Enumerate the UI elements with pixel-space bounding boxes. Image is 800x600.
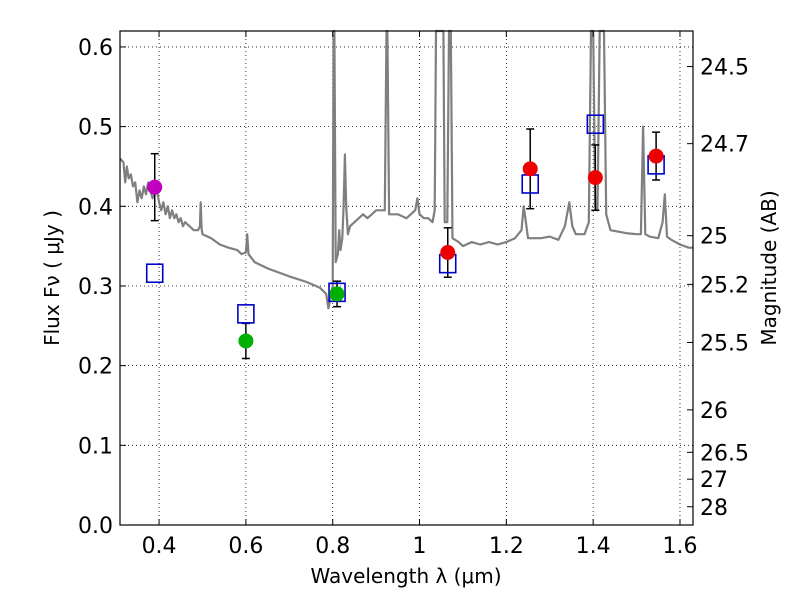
observed-photometry-point [587, 170, 603, 186]
observed-photometry-point [522, 161, 538, 177]
y2-tick-label: 28 [700, 496, 728, 521]
observed-photometry-point [440, 245, 456, 261]
model-photometry-square [237, 304, 255, 324]
x-tick-label: 0.6 [228, 534, 263, 559]
model-photometry-square [586, 114, 605, 135]
tick-layer [120, 31, 693, 526]
observed-photometry-point [147, 179, 163, 195]
observed-photometry-point [238, 333, 254, 349]
observed-photometry-point [648, 148, 664, 164]
x-tick-label: 0.4 [142, 534, 177, 559]
grid-layer [120, 31, 693, 526]
errorbar-layer [150, 128, 661, 360]
y2-tick-label: 24.5 [700, 56, 749, 81]
x-tick-label: 1.2 [489, 534, 524, 559]
x-tick-label: 1.6 [662, 534, 697, 559]
y2-tick-label: 27 [700, 468, 728, 493]
x-tick-label: 1.4 [576, 534, 611, 559]
model-photometry-square [145, 263, 164, 284]
y-tick-label: 0.1 [78, 434, 113, 459]
y-tick-label: 0.5 [78, 116, 113, 141]
x-tick-label: 1 [413, 534, 427, 559]
model-photometry-layer [145, 114, 665, 324]
y-tick-label: 0.4 [78, 195, 113, 220]
x-axis-label: Wavelength λ (μm) [310, 564, 501, 588]
y2-tick-label: 25.5 [700, 331, 749, 356]
tick-label-layer: 0.4 0.6 0.8 1 1.2 1.4 1.6 0.0 0.1 0.2 0.3 0.4 0.5 0.6… [78, 36, 749, 559]
x-tick-label: 0.8 [315, 534, 350, 559]
spectrum-line [119, 29, 693, 310]
spectrum-layer [119, 29, 693, 310]
y2-axis-label: Magnitude (AB) [757, 190, 781, 345]
y2-tick-label: 25 [700, 225, 728, 250]
y-tick-label: 0.0 [78, 514, 113, 539]
y2-tick-label: 24.7 [700, 133, 749, 158]
y2-tick-label: 26.5 [700, 441, 749, 466]
y-axis-label: Flux Fν ( μJy ) [40, 210, 64, 346]
y-tick-label: 0.6 [78, 36, 113, 61]
y-tick-label: 0.2 [78, 355, 113, 380]
y-tick-label: 0.3 [78, 275, 113, 300]
observed-photometry-layer [147, 148, 664, 349]
y2-tick-label: 26 [700, 399, 728, 424]
y2-tick-label: 25.2 [700, 273, 749, 298]
observed-photometry-point [329, 286, 345, 302]
plot-frame [119, 30, 694, 526]
